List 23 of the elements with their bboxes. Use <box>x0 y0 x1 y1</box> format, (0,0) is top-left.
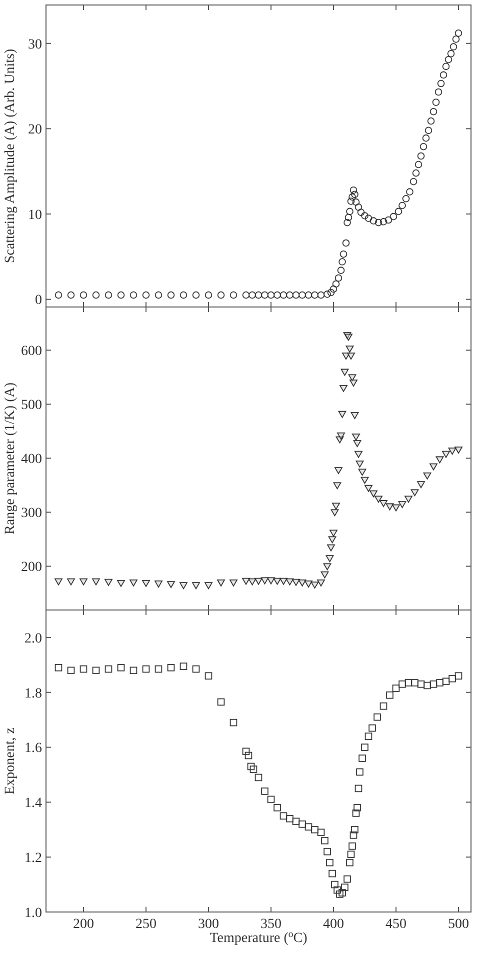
y-axis-title: Exponent, z <box>3 728 18 794</box>
y-tick-label: 1.4 <box>24 796 42 812</box>
y-tick-label: 1.6 <box>24 741 42 756</box>
y-tick-label: 10 <box>28 208 42 223</box>
x-tick-label: 250 <box>136 917 156 932</box>
x-tick-label: 200 <box>73 917 94 932</box>
y-tick-label: 1.8 <box>24 686 42 702</box>
y-tick-label: 2.0 <box>24 631 42 646</box>
y-tick-label: 300 <box>21 506 42 522</box>
y-tick-label: 30 <box>28 37 42 52</box>
y-tick-label: 500 <box>21 398 42 414</box>
y-tick-label: 1.2 <box>24 850 42 866</box>
x-tick-label: 400 <box>323 917 344 932</box>
y-axis-title: Range parameter (1/K) (A) <box>3 382 18 534</box>
y-axis-title: Scattering Amplitude (A) (Arb. Units) <box>3 48 18 264</box>
y-tick-label: 200 <box>21 560 42 576</box>
x-tick-label: 450 <box>386 917 406 932</box>
y-tick-label: 0 <box>35 293 42 308</box>
y-tick-label: 600 <box>21 344 42 360</box>
x-tick-label: 500 <box>448 917 469 932</box>
y-tick-label: 400 <box>21 452 42 468</box>
y-tick-label: 20 <box>28 122 42 138</box>
y-tick-label: 1.0 <box>24 906 42 921</box>
